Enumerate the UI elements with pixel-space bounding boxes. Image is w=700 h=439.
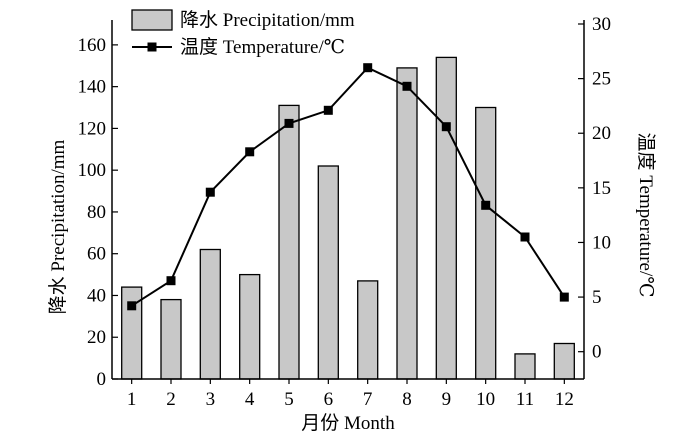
- temp-point-5: [284, 118, 294, 128]
- precip-bar-2: [160, 298, 182, 380]
- temp-point-3: [205, 187, 215, 197]
- temp-point-4: [245, 147, 255, 157]
- x-tick-label: 2: [166, 389, 176, 410]
- legend-bar-swatch: [131, 9, 173, 31]
- x-tick-label: 11: [516, 389, 534, 410]
- x-tick-label: 4: [245, 389, 255, 410]
- y-right-tick-label: 0: [592, 342, 602, 363]
- temperature-line: [131, 66, 566, 307]
- precip-bar-6: [317, 165, 339, 380]
- y-axis-title-right: 温度 Temperature/℃: [635, 132, 657, 297]
- y-left-tick-label: 100: [78, 160, 107, 181]
- y-left-tick-label: 80: [87, 202, 106, 223]
- x-tick-label: 8: [402, 389, 412, 410]
- precip-bar-7: [357, 280, 379, 380]
- y-right-tick-label: 25: [592, 69, 611, 90]
- x-tick-label: 6: [324, 389, 334, 410]
- precip-bar-9: [435, 56, 457, 380]
- y-left-tick-label: 40: [87, 285, 106, 306]
- y-right-tick-label: 5: [592, 287, 602, 308]
- x-tick-label: 3: [206, 389, 216, 410]
- y-right-tick-label: 10: [592, 232, 611, 253]
- precip-bar-10: [475, 106, 497, 380]
- temp-point-7: [363, 63, 373, 73]
- y-right-tick-label: 30: [592, 14, 611, 35]
- legend: 降水 Precipitation/mm 温度 Temperature/℃: [131, 9, 355, 58]
- temp-point-6: [323, 105, 333, 115]
- legend-precipitation-label: 降水 Precipitation/mm: [180, 9, 355, 31]
- x-tick-label: 7: [363, 389, 373, 410]
- temperature-series: [127, 63, 569, 311]
- precip-bar-12: [553, 342, 575, 380]
- temp-point-2: [166, 276, 176, 286]
- y-left-tick-label: 140: [78, 77, 107, 98]
- temp-point-8: [402, 81, 412, 91]
- temp-point-1: [127, 301, 137, 311]
- precipitation-bars: [121, 56, 575, 380]
- y-axis-title-left: 降水 Precipitation/mm: [47, 139, 69, 314]
- temp-point-11: [520, 232, 530, 242]
- precip-bar-5: [278, 104, 300, 380]
- x-tick-label: 5: [284, 389, 294, 410]
- legend-line-marker: [147, 42, 157, 52]
- precip-bar-4: [239, 273, 261, 380]
- y-right-tick-label: 20: [592, 123, 611, 144]
- x-tick-label: 1: [127, 389, 137, 410]
- y-right-tick-label: 15: [592, 178, 611, 199]
- temp-point-10: [481, 200, 491, 210]
- y-left-tick-label: 0: [97, 369, 107, 390]
- x-tick-label: 9: [442, 389, 452, 410]
- y-left-tick-label: 20: [87, 327, 106, 348]
- temp-point-12: [559, 292, 569, 302]
- y-left-tick-label: 60: [87, 244, 106, 265]
- precip-bar-11: [514, 353, 536, 380]
- temp-point-9: [441, 122, 451, 132]
- y-left-tick-label: 160: [78, 35, 107, 56]
- legend-temperature-label: 温度 Temperature/℃: [180, 36, 345, 58]
- x-tick-label: 10: [476, 389, 495, 410]
- y-left-tick-label: 120: [78, 118, 107, 139]
- precip-bar-8: [396, 67, 418, 380]
- precip-bar-3: [199, 248, 221, 380]
- x-axis-title: 月份 Month: [301, 412, 395, 434]
- x-tick-label: 12: [555, 389, 574, 410]
